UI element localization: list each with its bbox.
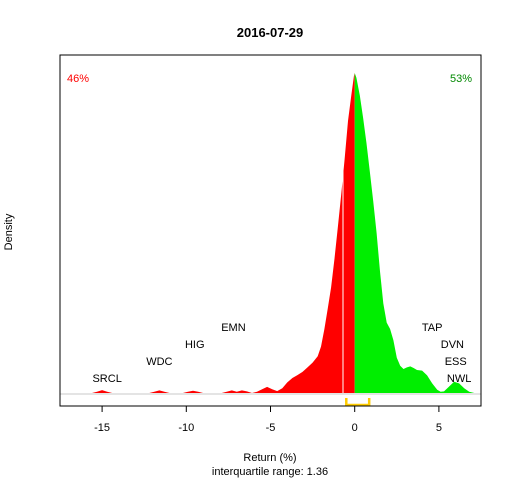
iqr-subtitle: interquartile range: 1.36 xyxy=(212,466,328,478)
plot-frame xyxy=(59,54,482,407)
pct-negative-label: 46% xyxy=(67,73,89,85)
x-axis: -15 -10 -5 0 5 xyxy=(94,405,442,434)
pct-positive-label: 53% xyxy=(450,73,472,85)
x-tick-label: -5 xyxy=(266,422,276,434)
x-tick-label: 5 xyxy=(436,422,442,434)
x-tick-label: -10 xyxy=(178,422,194,434)
ticker-label: ESS xyxy=(445,356,467,368)
ticker-label: HIG xyxy=(185,339,205,351)
positive-density-area xyxy=(354,73,475,393)
negative-density-path xyxy=(85,73,355,393)
positive-density-path xyxy=(354,73,475,393)
negative-density-area xyxy=(85,73,355,393)
ticker-label: NWL xyxy=(447,373,471,385)
x-tick-label: 0 xyxy=(352,422,358,434)
iqr-bracket-line xyxy=(345,398,371,407)
x-tick-label: -15 xyxy=(94,422,110,434)
ticker-label: DVN xyxy=(441,339,464,351)
ticker-label: EMN xyxy=(221,322,246,334)
ticker-label: TAP xyxy=(422,322,443,334)
ticker-labels: SRCL WDC HIG EMN TAP DVN ESS NWL xyxy=(92,322,471,385)
y-axis-label: Density xyxy=(3,213,15,250)
ticker-label: WDC xyxy=(146,356,172,368)
ticker-label: SRCL xyxy=(92,373,121,385)
iqr-bracket xyxy=(345,398,371,407)
chart-title: 2016-07-29 xyxy=(237,25,304,40)
x-axis-label: Return (%) xyxy=(243,452,296,464)
